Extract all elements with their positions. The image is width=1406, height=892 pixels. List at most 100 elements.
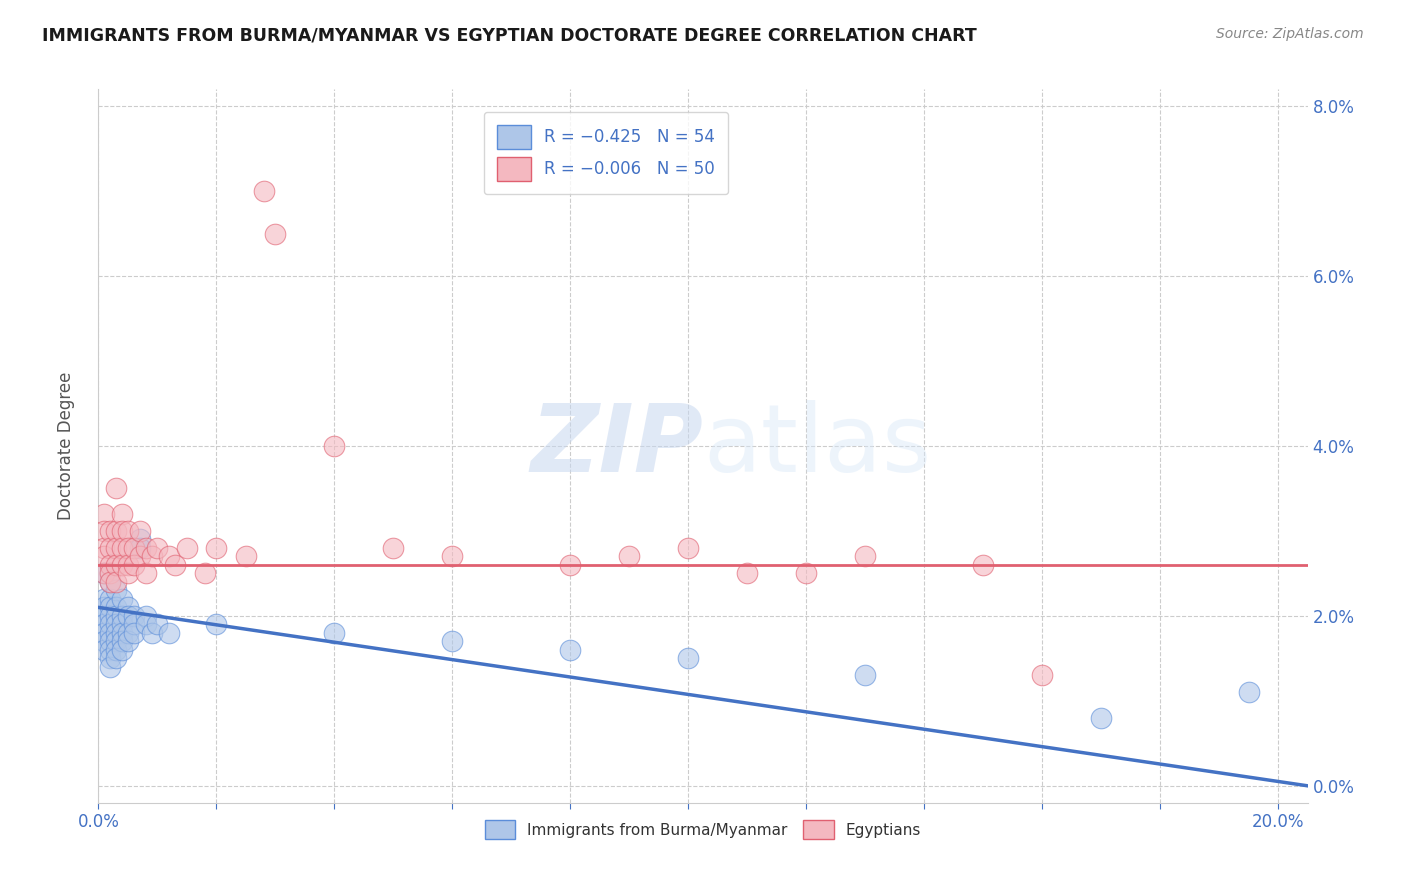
Text: ZIP: ZIP — [530, 400, 703, 492]
Point — [93, 626, 115, 640]
Point — [135, 541, 157, 555]
Point — [98, 558, 121, 572]
Point — [122, 541, 145, 555]
Point — [122, 626, 145, 640]
Point — [105, 541, 128, 555]
Point — [264, 227, 287, 241]
Point — [735, 566, 758, 581]
Point — [98, 574, 121, 589]
Point — [98, 566, 121, 581]
Point — [93, 617, 115, 632]
Point — [117, 566, 139, 581]
Point — [93, 608, 115, 623]
Point — [128, 524, 150, 538]
Point — [98, 626, 121, 640]
Point — [165, 558, 187, 572]
Point — [105, 524, 128, 538]
Point — [235, 549, 257, 564]
Point — [1237, 685, 1260, 699]
Point — [117, 558, 139, 572]
Point — [678, 651, 700, 665]
Point — [93, 566, 115, 581]
Point — [323, 439, 346, 453]
Point — [560, 558, 582, 572]
Point — [105, 617, 128, 632]
Point — [205, 617, 228, 632]
Point — [98, 591, 121, 606]
Point — [323, 626, 346, 640]
Point — [93, 524, 115, 538]
Point — [105, 651, 128, 665]
Point — [122, 608, 145, 623]
Point — [105, 608, 128, 623]
Point — [93, 566, 115, 581]
Point — [93, 643, 115, 657]
Point — [93, 600, 115, 615]
Point — [98, 643, 121, 657]
Point — [98, 574, 121, 589]
Point — [93, 541, 115, 555]
Point — [441, 634, 464, 648]
Point — [141, 549, 163, 564]
Point — [93, 591, 115, 606]
Point — [111, 617, 134, 632]
Point — [128, 549, 150, 564]
Point — [111, 643, 134, 657]
Point — [972, 558, 994, 572]
Point — [105, 643, 128, 657]
Point — [853, 549, 876, 564]
Point — [194, 566, 217, 581]
Point — [794, 566, 817, 581]
Point — [117, 541, 139, 555]
Point — [146, 541, 169, 555]
Point — [117, 524, 139, 538]
Point — [141, 626, 163, 640]
Point — [105, 600, 128, 615]
Point — [853, 668, 876, 682]
Point — [111, 558, 134, 572]
Point — [176, 541, 198, 555]
Point — [117, 626, 139, 640]
Text: IMMIGRANTS FROM BURMA/MYANMAR VS EGYPTIAN DOCTORATE DEGREE CORRELATION CHART: IMMIGRANTS FROM BURMA/MYANMAR VS EGYPTIA… — [42, 27, 977, 45]
Point — [105, 634, 128, 648]
Point — [117, 600, 139, 615]
Point — [117, 634, 139, 648]
Point — [560, 643, 582, 657]
Point — [98, 617, 121, 632]
Point — [93, 549, 115, 564]
Point — [98, 634, 121, 648]
Point — [135, 608, 157, 623]
Point — [93, 634, 115, 648]
Point — [105, 583, 128, 598]
Point — [111, 626, 134, 640]
Point — [205, 541, 228, 555]
Point — [441, 549, 464, 564]
Legend: Immigrants from Burma/Myanmar, Egyptians: Immigrants from Burma/Myanmar, Egyptians — [478, 814, 928, 845]
Point — [111, 634, 134, 648]
Point — [128, 533, 150, 547]
Point — [157, 549, 180, 564]
Point — [122, 558, 145, 572]
Text: atlas: atlas — [703, 400, 931, 492]
Point — [619, 549, 641, 564]
Point — [111, 524, 134, 538]
Point — [98, 608, 121, 623]
Point — [98, 524, 121, 538]
Point — [111, 608, 134, 623]
Point — [252, 184, 274, 198]
Point — [122, 617, 145, 632]
Point — [111, 591, 134, 606]
Point — [93, 507, 115, 521]
Point — [111, 541, 134, 555]
Point — [382, 541, 405, 555]
Point — [1031, 668, 1053, 682]
Point — [128, 541, 150, 555]
Point — [105, 482, 128, 496]
Y-axis label: Doctorate Degree: Doctorate Degree — [56, 372, 75, 520]
Point — [678, 541, 700, 555]
Point — [105, 574, 128, 589]
Point — [105, 626, 128, 640]
Point — [111, 507, 134, 521]
Point — [1090, 711, 1112, 725]
Point — [98, 600, 121, 615]
